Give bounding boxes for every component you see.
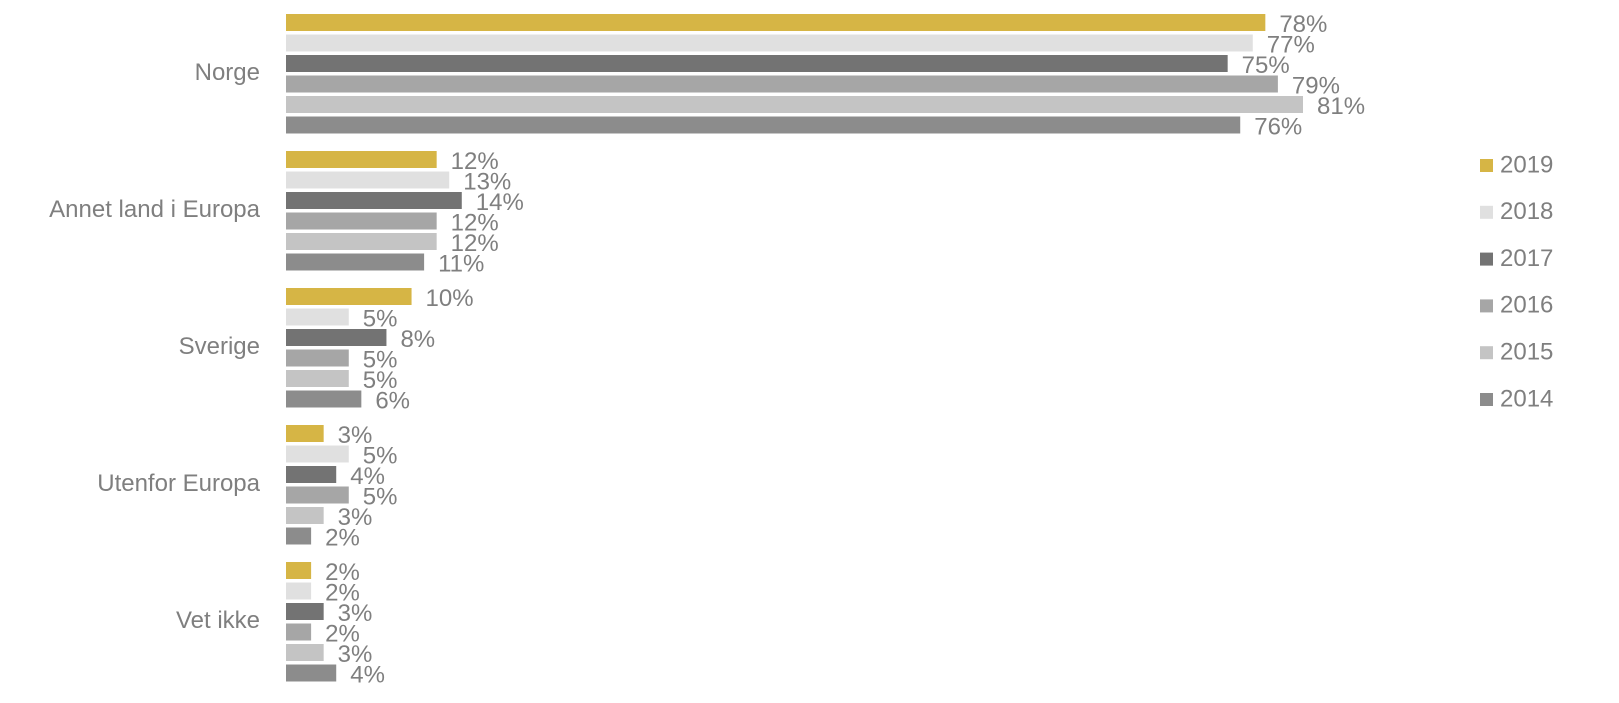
legend-swatch: [1480, 159, 1493, 172]
value-label: 5%: [363, 367, 398, 394]
bar: [286, 308, 349, 326]
bar: [286, 288, 412, 305]
value-label: 3%: [338, 641, 373, 668]
bar: [286, 527, 312, 545]
legend-label: 2017: [1500, 245, 1553, 272]
bar: [286, 151, 437, 168]
value-label: 12%: [451, 230, 499, 257]
legend-label: 2015: [1500, 339, 1553, 366]
bar: [286, 445, 349, 463]
legend-label: 2014: [1500, 385, 1553, 412]
value-label: 13%: [463, 168, 511, 195]
legend-swatch: [1480, 252, 1493, 266]
category-label: Sverige: [179, 333, 260, 360]
value-label: 12%: [451, 209, 499, 236]
value-label: 11%: [438, 250, 484, 277]
bar: [286, 75, 1278, 93]
value-label: 4%: [350, 463, 385, 490]
bar: [286, 582, 312, 600]
bar: [286, 603, 324, 620]
value-label: 77%: [1267, 31, 1315, 58]
value-label: 76%: [1254, 113, 1302, 140]
bar: [286, 14, 1266, 31]
legend-label: 2019: [1500, 151, 1553, 178]
value-label: 5%: [363, 442, 398, 469]
bar: [286, 55, 1228, 72]
legend-swatch: [1480, 205, 1493, 219]
value-label: 79%: [1292, 72, 1340, 99]
bar: [286, 96, 1303, 113]
value-label: 8%: [400, 326, 435, 353]
bar: [286, 562, 312, 579]
value-label: 2%: [325, 620, 360, 647]
bar: [286, 212, 437, 230]
value-label: 78%: [1279, 11, 1327, 38]
value-label: 14%: [476, 189, 524, 216]
value-label: 5%: [363, 305, 398, 332]
value-label: 6%: [375, 387, 410, 414]
bar: [286, 253, 425, 271]
bar: [286, 623, 312, 641]
bar: [286, 233, 437, 250]
bar: [286, 370, 349, 387]
bar: [286, 192, 462, 209]
bar: [286, 486, 349, 504]
legend-swatch: [1480, 393, 1493, 406]
category-label: Norge: [195, 59, 260, 86]
value-label: 5%: [363, 483, 398, 510]
category-label: Utenfor Europa: [97, 470, 260, 497]
value-label: 3%: [338, 504, 373, 531]
legend-swatch: [1480, 346, 1493, 360]
value-label: 2%: [325, 524, 360, 551]
category-label: Annet land i Europa: [49, 196, 260, 223]
bar: [286, 664, 337, 682]
value-label: 4%: [350, 661, 385, 688]
bar: [286, 390, 362, 408]
bar: [286, 425, 324, 442]
value-label: 2%: [325, 579, 360, 606]
bar: [286, 34, 1253, 52]
legend-label: 2018: [1500, 198, 1553, 225]
bar: [286, 329, 387, 346]
value-label: 3%: [338, 600, 373, 627]
bar: [286, 466, 337, 483]
value-label: 12%: [451, 148, 499, 175]
bar: [286, 644, 324, 661]
value-label: 81%: [1317, 93, 1365, 120]
value-label: 75%: [1242, 52, 1290, 79]
value-label: 10%: [426, 285, 474, 312]
category-label: Vet ikke: [176, 607, 260, 634]
value-label: 2%: [325, 559, 360, 586]
bar: [286, 171, 450, 189]
bar: [286, 349, 349, 367]
bar: [286, 507, 324, 524]
value-label: 3%: [338, 422, 373, 449]
value-label: 5%: [363, 346, 398, 373]
bar: [286, 116, 1241, 134]
legend-label: 2016: [1500, 292, 1553, 319]
legend-swatch: [1480, 299, 1493, 313]
